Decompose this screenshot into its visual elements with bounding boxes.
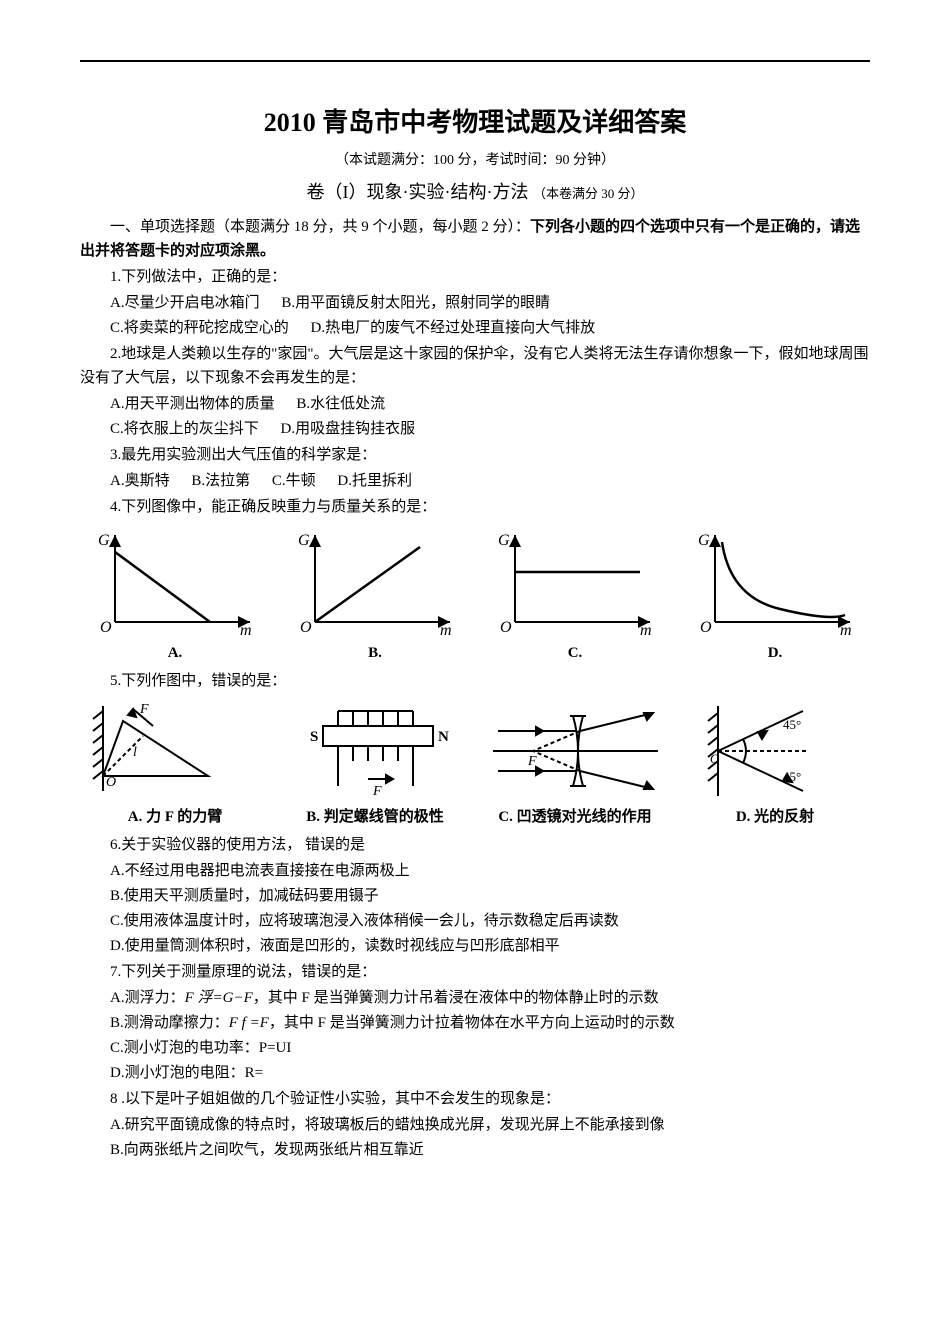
svg-text:O: O <box>710 751 720 766</box>
q1-row2: C.将卖菜的秤砣挖成空心的 D.热电厂的废气不经过处理直接向大气排放 <box>80 316 870 340</box>
q8-B: B.向两张纸片之间吹气，发现两张纸片相互靠近 <box>80 1138 870 1162</box>
q5-cap-A: A. 力 F 的力臂 <box>80 805 270 829</box>
svg-text:O: O <box>106 775 116 790</box>
q5-panel-A: O l F A. 力 F 的力臂 <box>80 701 270 829</box>
q3-stem: 3.最先用实验测出大气压值的科学家是： <box>80 443 870 467</box>
q1-C: C.将卖菜的秤砣挖成空心的 <box>110 320 289 336</box>
svg-text:l: l <box>133 745 137 760</box>
svg-text:45°: 45° <box>783 717 801 732</box>
q5-panel-C: F C. 凹透镜对光线的作用 <box>480 701 670 829</box>
q5-stem: 5.下列作图中，错误的是： <box>80 669 870 693</box>
svg-text:m: m <box>840 622 852 637</box>
q6-stem: 6.关于实验仪器的使用方法， 错误的是 <box>80 833 870 857</box>
q6-A: A.不经过用电器把电流表直接接在电源两极上 <box>80 859 870 883</box>
q4-cap-A: A. <box>80 641 270 665</box>
q2-row1: A.用天平测出物体的质量 B.水往低处流 <box>80 392 870 416</box>
q5-diagram-B: S N F <box>288 701 463 801</box>
q3-D: D.托里拆利 <box>337 473 412 489</box>
q5-figures: O l F A. 力 F 的力臂 <box>80 701 870 829</box>
svg-text:m: m <box>640 622 652 637</box>
q4-panel-A: G m O A. <box>80 527 270 665</box>
q5-diagram-C: F <box>488 701 663 801</box>
q5-cap-B: B. 判定螺线管的极性 <box>280 805 470 829</box>
q2-B: B.水往低处流 <box>296 396 385 412</box>
svg-text:45°: 45° <box>783 769 801 784</box>
page-title: 2010 青岛市中考物理试题及详细答案 <box>80 102 870 144</box>
svg-text:G: G <box>98 532 110 549</box>
section-heading-main: 卷（I）现象·实验·结构·方法 <box>307 182 529 202</box>
q2-A: A.用天平测出物体的质量 <box>110 396 275 412</box>
q4-chart-D: G m O <box>690 527 860 637</box>
q1-row1: A.尽量少开启电冰箱门 B.用平面镜反射太阳光，照射同学的眼睛 <box>80 291 870 315</box>
q2-stem: 2.地球是人类赖以生存的"家园"。大气层是这十家园的保护伞，没有它人类将无法生存… <box>80 342 870 390</box>
q2-D: D.用吸盘挂钩挂衣服 <box>281 421 416 437</box>
svg-text:G: G <box>498 532 510 549</box>
svg-text:O: O <box>700 619 712 636</box>
q7-B-formula: F f =F <box>229 1015 269 1031</box>
q3-row: A.奥斯特 B.法拉第 C.牛顿 D.托里拆利 <box>80 469 870 493</box>
q4-stem: 4.下列图像中，能正确反映重力与质量关系的是： <box>80 495 870 519</box>
q4-chart-B: G m O <box>290 527 460 637</box>
q6-C: C.使用液体温度计时，应将玻璃泡浸入液体稍候一会儿，待示数稳定后再读数 <box>80 909 870 933</box>
q5-panel-D: 45° 45° O D. 光的反射 <box>680 701 870 829</box>
part1-instructions: 一、单项选择题（本题满分 18 分，共 9 个小题，每小题 2 分）：下列各小题… <box>80 215 870 263</box>
svg-text:G: G <box>298 532 310 549</box>
q4-panel-C: G m O C. <box>480 527 670 665</box>
q1-B: B.用平面镜反射太阳光，照射同学的眼睛 <box>281 295 550 311</box>
svg-text:m: m <box>240 622 252 637</box>
svg-text:F: F <box>527 754 537 769</box>
q1-stem: 1.下列做法中，正确的是： <box>80 265 870 289</box>
q7-B-pre: B.测滑动摩擦力： <box>110 1015 229 1031</box>
q4-figures: G m O A. G m O B. G <box>80 527 870 665</box>
q5-diagram-A: O l F <box>88 701 263 801</box>
q7-A-pre: A.测浮力： <box>110 990 185 1006</box>
q4-chart-A: G m O <box>90 527 260 637</box>
q6-B: B.使用天平测质量时，加减砝码要用镊子 <box>80 884 870 908</box>
q2-row2: C.将衣服上的灰尘抖下 D.用吸盘挂钩挂衣服 <box>80 417 870 441</box>
q5-panel-B: S N F B. 判定螺线管的极性 <box>280 701 470 829</box>
svg-text:S: S <box>310 729 318 745</box>
q8-stem: 8 .以下是叶子姐姐做的几个验证性小实验，其中不会发生的现象是： <box>80 1087 870 1111</box>
top-rule <box>80 60 870 62</box>
exam-page: 2010 青岛市中考物理试题及详细答案 （本试题满分：100 分，考试时间：90… <box>0 0 950 1344</box>
q7-A-formula: F 浮=G−F <box>185 990 253 1006</box>
q4-cap-B: B. <box>280 641 470 665</box>
q4-chart-C: G m O <box>490 527 660 637</box>
section-heading-small: （本卷满分 30 分） <box>533 186 644 201</box>
q4-cap-D: D. <box>680 641 870 665</box>
q3-C: C.牛顿 <box>272 473 316 489</box>
q7-A: A.测浮力：F 浮=G−F，其中 F 是当弹簧测力计吊着浸在液体中的物体静止时的… <box>80 986 870 1010</box>
q7-B: B.测滑动摩擦力：F f =F，其中 F 是当弹簧测力计拉着物体在水平方向上运动… <box>80 1011 870 1035</box>
q7-A-post: ，其中 F 是当弹簧测力计吊着浸在液体中的物体静止时的示数 <box>253 990 659 1006</box>
q1-A: A.尽量少开启电冰箱门 <box>110 295 260 311</box>
subtitle: （本试题满分：100 分，考试时间：90 分钟） <box>80 150 870 172</box>
q3-B: B.法拉第 <box>191 473 250 489</box>
instr-a: 一、单项选择题（本题满分 18 分，共 9 个小题，每小题 2 分）： <box>110 219 530 235</box>
q4-panel-B: G m O B. <box>280 527 470 665</box>
svg-text:O: O <box>500 619 512 636</box>
svg-text:F: F <box>139 702 149 717</box>
q7-stem: 7.下列关于测量原理的说法，错误的是： <box>80 960 870 984</box>
q5-cap-D: D. 光的反射 <box>680 805 870 829</box>
svg-text:O: O <box>300 619 312 636</box>
q5-diagram-D: 45° 45° O <box>688 701 863 801</box>
q5-cap-C: C. 凹透镜对光线的作用 <box>480 805 670 829</box>
svg-text:N: N <box>438 729 449 745</box>
svg-text:O: O <box>100 619 112 636</box>
q7-D: D.测小灯泡的电阻：R= <box>80 1061 870 1085</box>
svg-text:m: m <box>440 622 452 637</box>
svg-text:F: F <box>372 784 382 799</box>
q3-A: A.奥斯特 <box>110 473 170 489</box>
q7-B-post: ，其中 F 是当弹簧测力计拉着物体在水平方向上运动时的示数 <box>269 1015 675 1031</box>
q8-A: A.研究平面镜成像的特点时，将玻璃板后的蜡烛换成光屏，发现光屏上不能承接到像 <box>80 1113 870 1137</box>
section-heading: 卷（I）现象·实验·结构·方法 （本卷满分 30 分） <box>80 178 870 207</box>
q6-D: D.使用量筒测体积时，液面是凹形的，读数时视线应与凹形底部相平 <box>80 934 870 958</box>
q7-C: C.测小灯泡的电功率：P=UI <box>80 1036 870 1060</box>
q4-cap-C: C. <box>480 641 670 665</box>
svg-text:G: G <box>698 532 710 549</box>
q4-panel-D: G m O D. <box>680 527 870 665</box>
q2-C: C.将衣服上的灰尘抖下 <box>110 421 259 437</box>
q1-D: D.热电厂的废气不经过处理直接向大气排放 <box>311 320 596 336</box>
